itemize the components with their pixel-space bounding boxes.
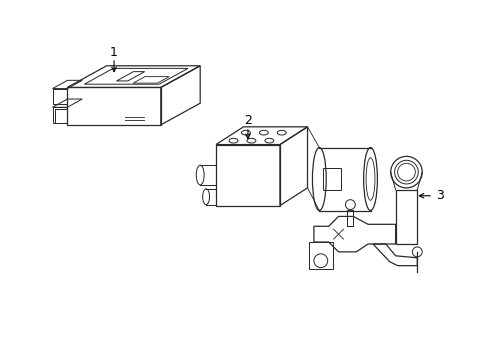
Text: 3: 3 <box>435 189 443 202</box>
Text: 1: 1 <box>110 45 118 59</box>
Text: 2: 2 <box>244 114 251 127</box>
